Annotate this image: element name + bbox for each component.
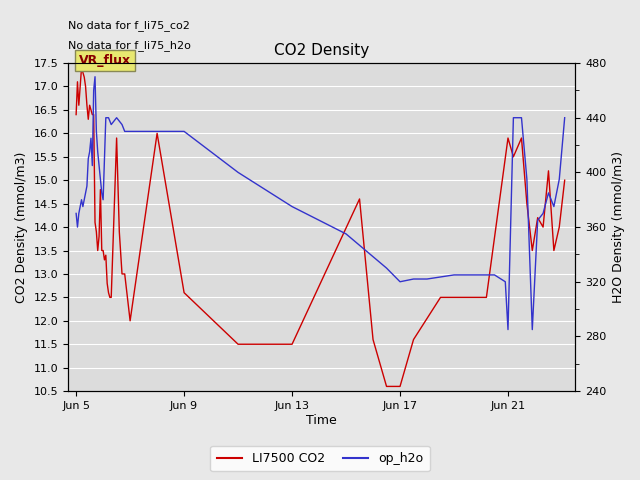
Text: No data for f_li75_co2: No data for f_li75_co2: [68, 21, 190, 31]
X-axis label: Time: Time: [307, 414, 337, 427]
Text: No data for f_li75_h2o: No data for f_li75_h2o: [68, 40, 191, 51]
Title: CO2 Density: CO2 Density: [274, 43, 369, 58]
Legend: LI7500 CO2, op_h2o: LI7500 CO2, op_h2o: [211, 446, 429, 471]
Y-axis label: CO2 Density (mmol/m3): CO2 Density (mmol/m3): [15, 151, 28, 303]
Text: VR_flux: VR_flux: [79, 54, 131, 67]
Y-axis label: H2O Density (mmol/m3): H2O Density (mmol/m3): [612, 151, 625, 303]
